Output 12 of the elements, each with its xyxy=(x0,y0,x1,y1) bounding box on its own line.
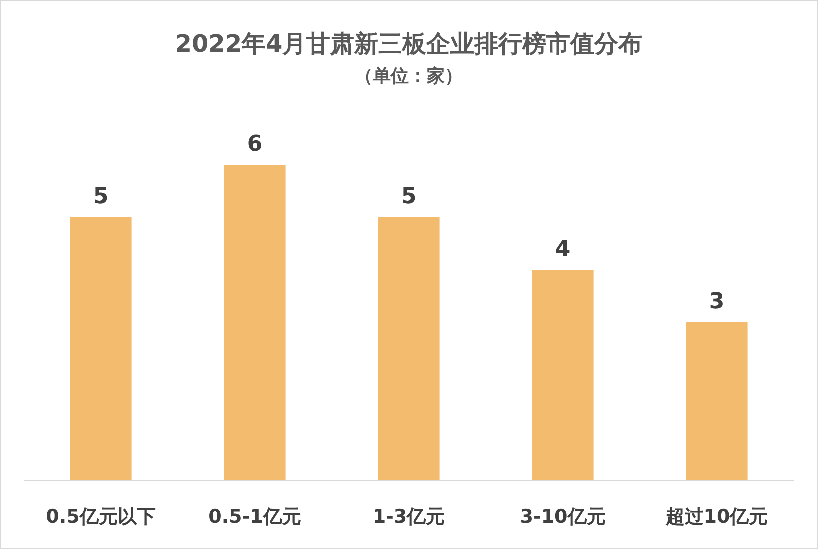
x-tick-label: 超过10亿元 xyxy=(664,506,768,528)
x-tick-label: 3-10亿元 xyxy=(520,506,606,528)
data-label: 5 xyxy=(93,184,109,210)
chart-subtitle: （单位：家） xyxy=(355,66,463,87)
data-label: 3 xyxy=(709,290,725,314)
data-label: 4 xyxy=(555,237,571,262)
data-label: 5 xyxy=(401,184,417,210)
data-label: 6 xyxy=(247,132,263,157)
chart-title: 2022年4月甘肃新三板企业排行榜市值分布 xyxy=(175,30,643,58)
x-tick-label: 0.5-1亿元 xyxy=(208,506,302,528)
x-tick-label: 0.5亿元以下 xyxy=(46,506,156,528)
x-tick-label: 1-3亿元 xyxy=(372,506,446,528)
